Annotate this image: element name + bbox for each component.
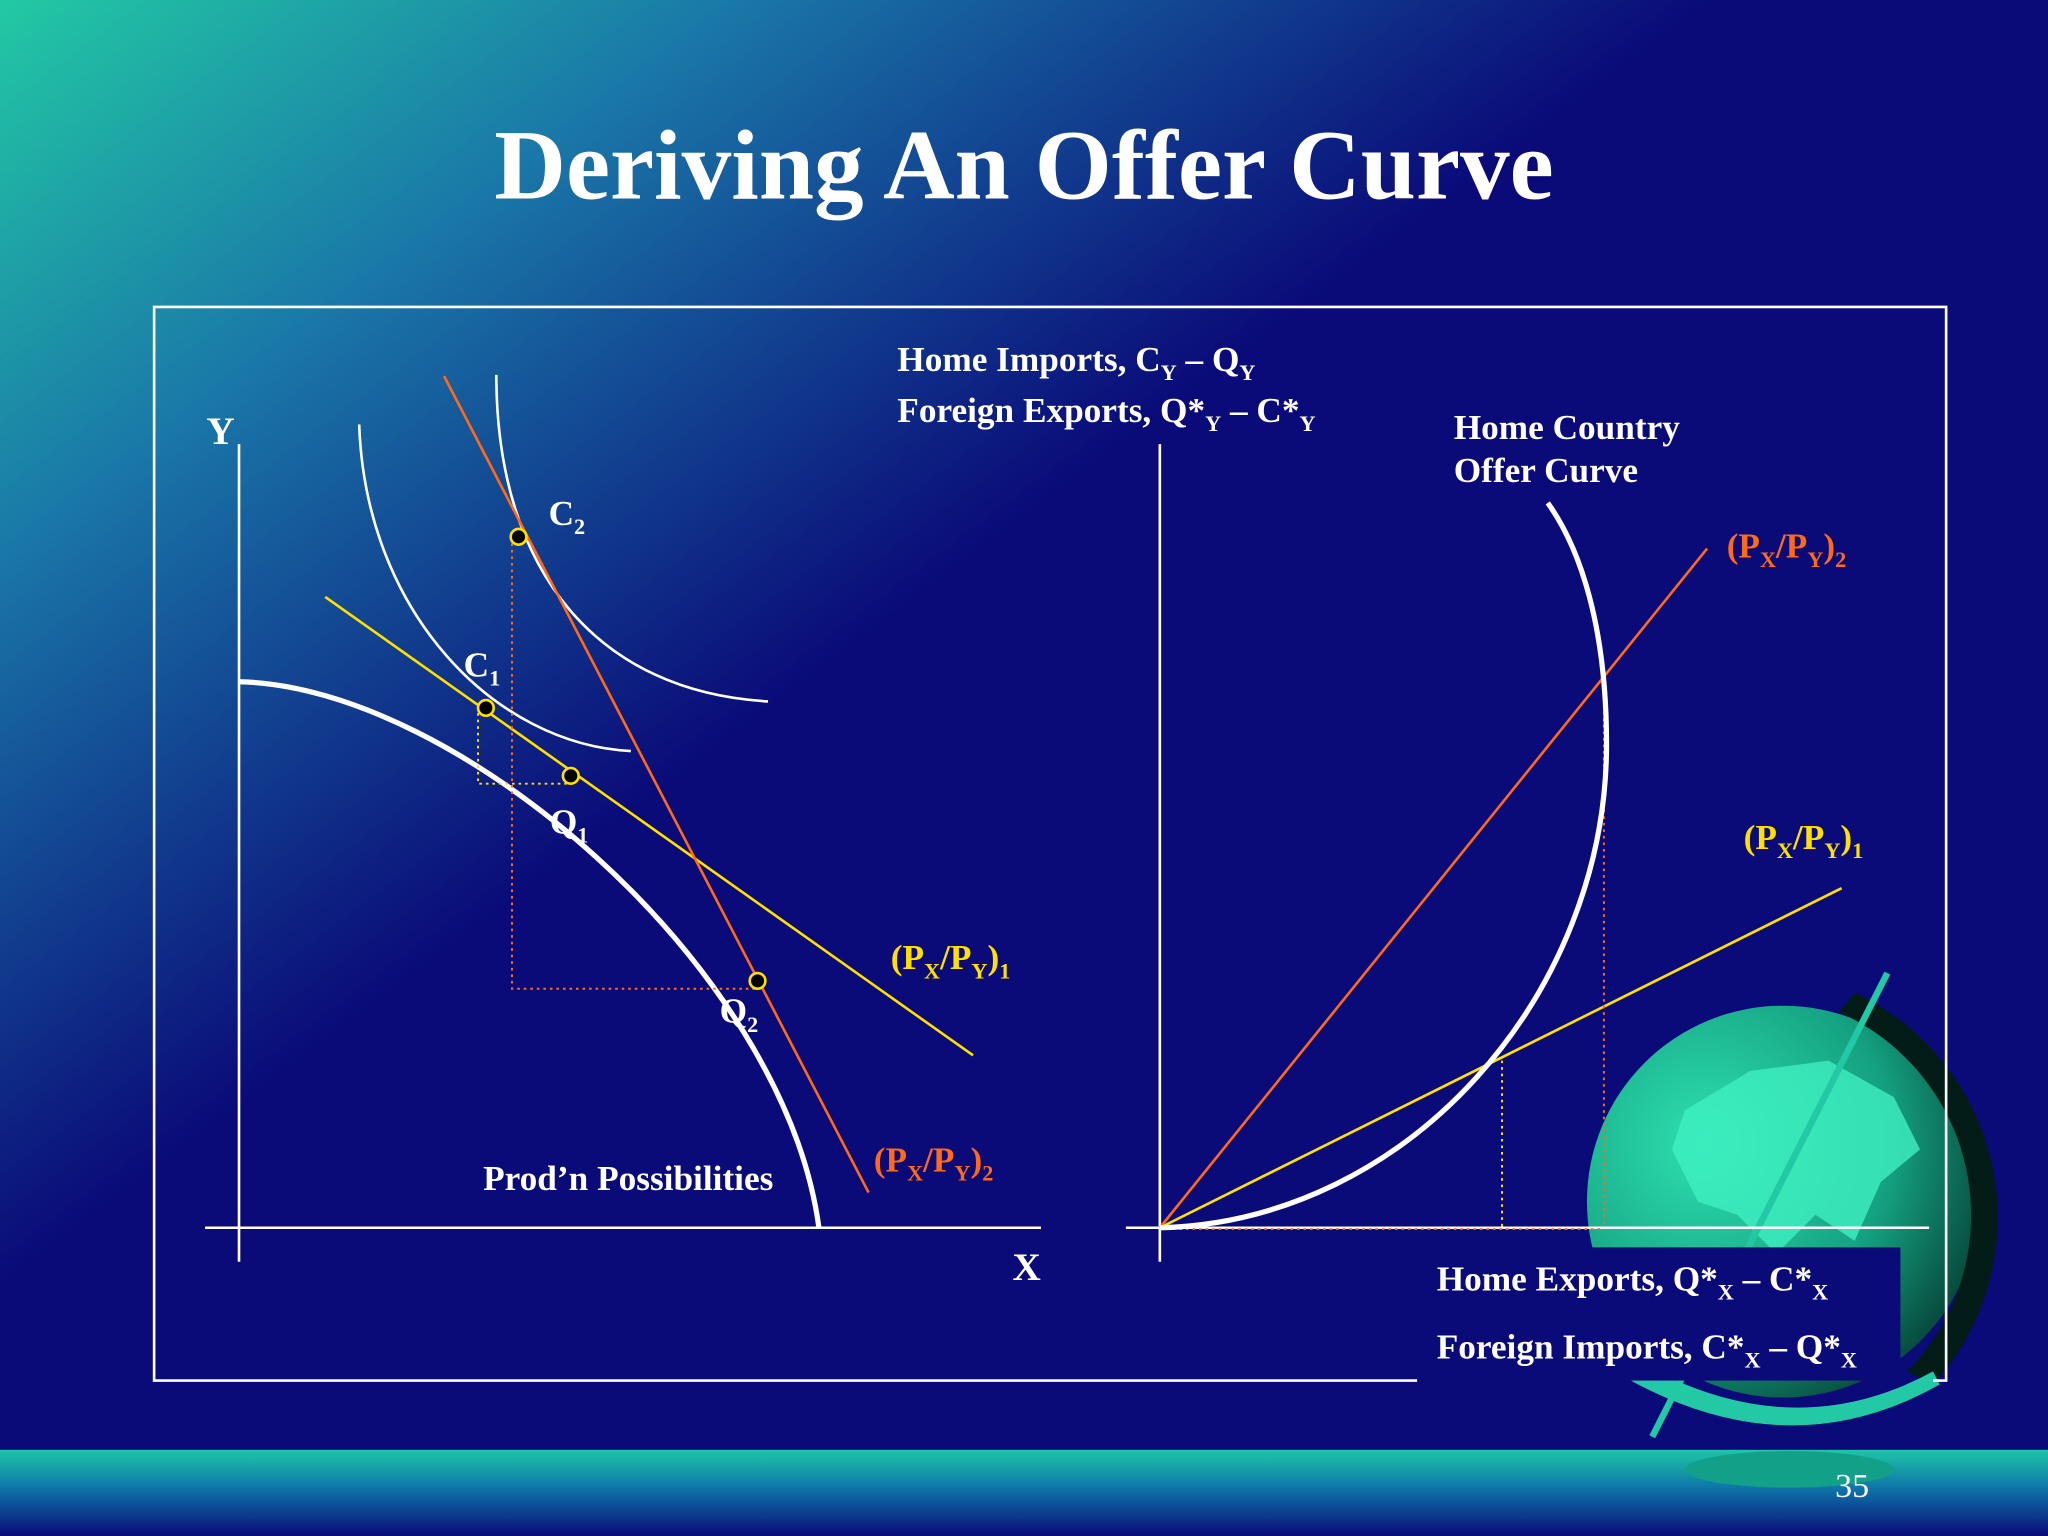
point-label: C1 — [464, 646, 501, 691]
indifference-curve — [495, 374, 769, 703]
label-text: /P — [939, 938, 971, 977]
left-diagram — [205, 374, 1041, 1262]
subscript: Y — [1807, 547, 1823, 572]
point-label: C2 — [549, 494, 586, 539]
axis-label: Foreign Imports, C*X – Q*X — [1437, 1327, 1857, 1372]
subscript: X — [1777, 838, 1793, 863]
subscript: X — [1760, 547, 1776, 572]
label-text: Q — [550, 802, 577, 841]
label-text: Foreign Imports, C* — [1437, 1327, 1745, 1366]
label-text: – Q — [1177, 340, 1240, 379]
price-ratio-label: (PX/PY)2 — [874, 1141, 994, 1186]
label-text: C — [549, 494, 574, 533]
subscript: X — [907, 1161, 923, 1186]
label-text: ) — [987, 938, 999, 977]
label-text: C — [464, 646, 489, 685]
label-text: ) — [970, 1141, 982, 1180]
page-number: 35 — [1835, 1468, 1869, 1505]
price-ratio-label: (PX/PY)2 — [1727, 527, 1847, 572]
label-text: Home Imports, C — [897, 340, 1160, 379]
subscript: Y — [954, 1161, 970, 1186]
label-text: Q — [720, 992, 747, 1031]
label-text: /P — [922, 1141, 954, 1180]
point — [748, 971, 767, 991]
price-ray — [1158, 547, 1709, 1229]
subscript: 1 — [1852, 838, 1863, 863]
label-text: (P — [1744, 818, 1777, 857]
ppf-label: Prod’n Possibilities — [483, 1159, 773, 1198]
subscript: 2 — [1835, 547, 1846, 572]
label-text: /P — [1775, 527, 1807, 566]
point — [476, 698, 496, 718]
right-diagram — [1125, 444, 1930, 1262]
ppf-curve — [238, 679, 822, 1229]
subscript: X — [1745, 1348, 1761, 1373]
subscript: Y — [1161, 360, 1177, 385]
point-label: Q2 — [720, 992, 759, 1037]
axis-label: Foreign Exports, Q*Y – C*Y — [897, 391, 1315, 436]
label-text: /P — [1792, 818, 1824, 857]
price-line — [442, 375, 870, 1194]
subscript: X — [1812, 1280, 1828, 1305]
subscript: Y — [1299, 411, 1315, 436]
trade-triangle — [511, 535, 758, 990]
subscript: X — [1841, 1348, 1857, 1373]
y-axis-label: Y — [206, 410, 234, 453]
subscript: 2 — [747, 1012, 758, 1037]
subscript: 2 — [982, 1161, 993, 1186]
curve-label: Offer Curve — [1454, 451, 1638, 490]
label-text: (P — [874, 1141, 907, 1180]
label-text: – C* — [1221, 391, 1299, 430]
point — [561, 766, 580, 785]
price-ratio-label: (PX/PY)1 — [891, 938, 1011, 983]
label-text: Foreign Exports, Q* — [897, 391, 1205, 430]
subscript: 1 — [577, 822, 588, 847]
indifference-curve — [357, 424, 631, 753]
point — [509, 527, 528, 546]
label-text: ) — [1840, 818, 1852, 857]
curve-label: Home Country — [1454, 408, 1681, 447]
label-text: – C* — [1734, 1259, 1812, 1298]
label-text: (P — [891, 938, 924, 977]
subscript: X — [924, 958, 940, 983]
subscript: Y — [971, 958, 987, 983]
label-text: (P — [1727, 527, 1760, 566]
label-text: ) — [1823, 527, 1835, 566]
axis-label: Home Imports, CY – QY — [897, 340, 1255, 385]
subscript: Y — [1824, 838, 1840, 863]
title: Deriving An Offer Curve — [494, 112, 1553, 221]
subscript: 1 — [489, 666, 500, 691]
trade-triangle — [477, 706, 571, 785]
axis-label: Home Exports, Q*X – C*X — [1437, 1259, 1828, 1304]
offer-curve — [1159, 501, 1610, 1231]
subscript: 2 — [574, 514, 585, 539]
subscript: Y — [1205, 411, 1221, 436]
price-line — [324, 595, 974, 1057]
price-ray — [1159, 886, 1843, 1229]
label-text: Home Exports, Q* — [1437, 1259, 1718, 1298]
subscript: Y — [1239, 360, 1255, 385]
price-ratio-label: (PX/PY)1 — [1744, 818, 1864, 863]
label-box — [1417, 1247, 1901, 1381]
label-text: – Q* — [1761, 1327, 1841, 1366]
subscript: 1 — [999, 958, 1010, 983]
x-axis-label: X — [1012, 1246, 1040, 1289]
subscript: X — [1718, 1280, 1734, 1305]
frame — [152, 305, 1948, 1382]
point-label: Q1 — [550, 802, 589, 847]
